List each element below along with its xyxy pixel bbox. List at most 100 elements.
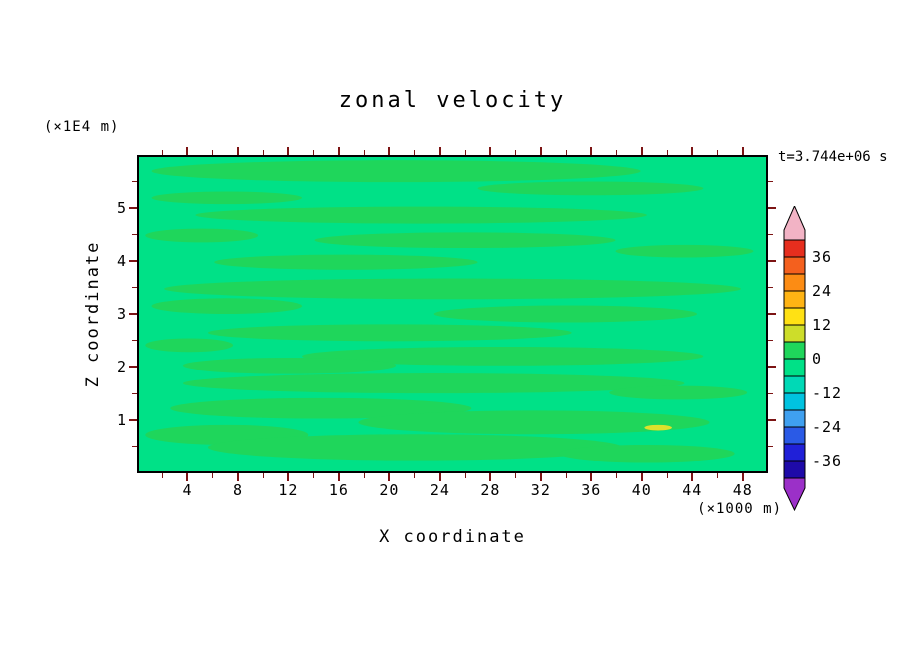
colorbar-segment [783,290,806,309]
top-axis-tick [515,150,517,155]
left-axis-tick [132,340,137,341]
colorbar-segment [783,256,806,275]
x-tick-label: 28 [480,481,501,499]
y-tick-label: 4 [116,252,127,270]
left-axis-tick [129,366,137,368]
x-tick-label: 8 [232,481,243,499]
top-axis-tick [313,150,315,155]
contour-band-patch [182,373,685,394]
top-axis-tick [161,150,163,155]
bottom-axis-tick [414,473,416,478]
bottom-axis-tick [161,473,163,478]
colorbar-tick-label: -24 [812,418,843,436]
y-tick-label: 1 [116,411,127,429]
contour-band-patch [314,232,616,249]
colorbar-segment [783,341,806,360]
bottom-axis-tick [287,473,290,481]
bottom-axis-tick [186,473,189,481]
bottom-axis-tick [717,473,719,478]
x-tick-label: 4 [182,481,193,499]
bottom-axis-tick [691,473,694,481]
top-axis-tick [616,150,618,155]
left-axis-tick [129,260,137,262]
y-axis-title: Z coordinate [83,240,103,388]
bottom-axis-tick [489,473,492,481]
x-tick-label: 16 [328,481,349,499]
contour-band-patch [214,254,478,270]
x-tick-label: 12 [278,481,299,499]
top-axis-tick [640,147,643,155]
bottom-axis-tick [640,473,643,481]
colorbar-over-arrow [783,206,806,241]
right-axis-tick [768,366,776,368]
bottom-axis-tick [741,473,744,481]
contour-band-patch [433,305,698,323]
top-axis-tick [717,150,719,155]
colorbar-segment [783,307,806,326]
left-axis-tick [132,181,137,182]
left-axis-tick [129,207,137,209]
top-axis-tick [666,150,668,155]
right-axis-tick [768,260,776,262]
colorbar-tick-label: -12 [812,384,843,402]
contour-band-patch [477,181,704,196]
y-tick-label: 3 [116,305,127,323]
x-tick-label: 48 [732,481,753,499]
contour-band-patch [302,346,704,366]
colorbar-tick-label: 36 [812,248,833,266]
top-axis-tick [741,147,744,155]
colorbar-tick-label: -36 [812,452,843,470]
x-tick-label: 36 [581,481,602,499]
top-axis-tick [262,150,264,155]
bottom-axis-tick [464,473,466,478]
right-axis-tick [768,207,776,209]
contour-band-patch [559,444,735,463]
right-axis-tick [768,419,776,421]
x-tick-label: 24 [429,481,450,499]
bottom-axis-tick [616,473,618,478]
contour-band-patch [151,191,303,205]
bottom-axis-tick [388,473,391,481]
colorbar-tick-label: 24 [812,282,833,300]
top-axis-tick [236,147,239,155]
colorbar-segment [783,358,806,377]
contour-band-spot [644,424,672,431]
colorbar-tick-label: 0 [812,350,823,368]
x-tick-label: 32 [530,481,551,499]
bottom-axis-tick [565,473,567,478]
contour-band-patch [145,338,234,353]
colorbar-under-arrow [783,477,806,512]
y-tick-label: 5 [116,199,127,217]
bottom-axis-tick [313,473,315,478]
contour-band-patch [164,278,741,300]
left-axis-tick [129,313,137,315]
left-axis-tick [132,234,137,235]
contour-band-patch [615,244,754,258]
top-axis-tick [363,150,365,155]
x-tick-label: 40 [631,481,652,499]
contour-band-patch [358,410,710,435]
left-axis-tick [132,287,137,288]
top-axis-tick [388,147,391,155]
bottom-axis-tick [363,473,365,478]
top-axis-tick [414,150,416,155]
plot-area [137,155,768,473]
left-axis-tick [132,446,137,447]
colorbar-segment [783,392,806,411]
colorbar-segment [783,443,806,462]
contour-band-patch [170,397,472,419]
right-axis-tick [768,313,776,315]
top-axis-tick [691,147,694,155]
top-axis-tick [438,147,441,155]
bottom-axis-tick [262,473,264,478]
right-axis-tick [768,393,773,394]
contour-band-patch [207,434,622,461]
colorbar-segment [783,239,806,258]
top-axis-tick [590,147,593,155]
top-axis-tick [565,150,567,155]
top-axis-tick [489,147,492,155]
right-axis-tick [768,446,773,447]
colorbar-tick-label: 12 [812,316,833,334]
contour-band-patch [182,357,397,374]
bottom-axis-tick [539,473,542,481]
